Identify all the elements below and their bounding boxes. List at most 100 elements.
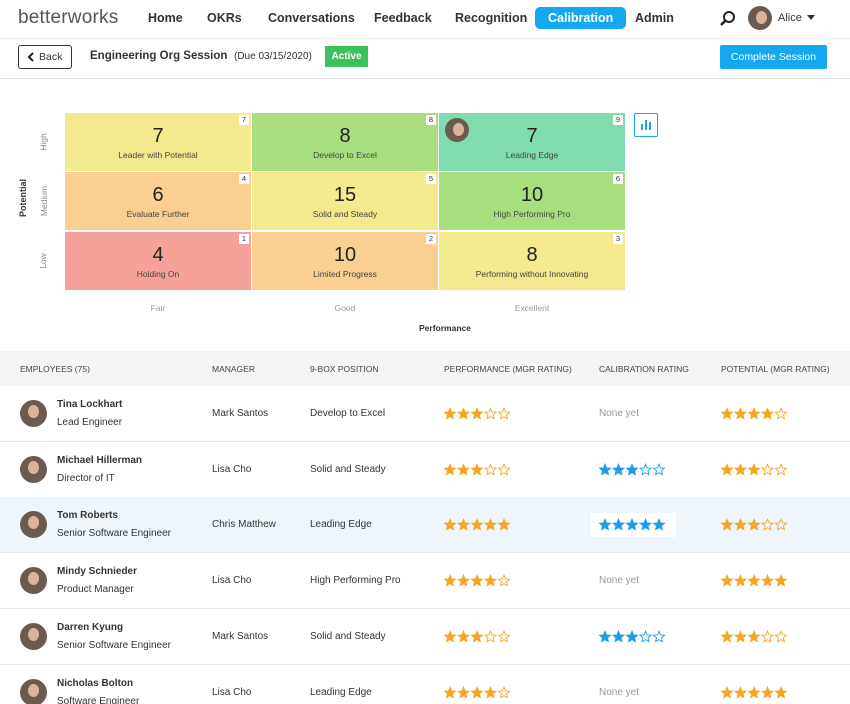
user-name[interactable]: Alice xyxy=(778,12,802,24)
column-header: PERFORMANCE (MGR RATING) xyxy=(444,364,572,374)
star-filled xyxy=(760,407,775,420)
star-filled xyxy=(721,685,734,699)
star-rating xyxy=(599,629,666,643)
star-filled xyxy=(497,518,511,532)
column-label: Excellent xyxy=(514,303,550,313)
table-row[interactable] xyxy=(0,441,850,498)
star-empty xyxy=(760,629,775,643)
star-filled xyxy=(774,574,788,587)
star-empty xyxy=(652,462,666,476)
grid-cell[interactable]: 10 Limited Progress 2 xyxy=(252,232,438,290)
search-icon[interactable] xyxy=(719,10,737,28)
table-row[interactable] xyxy=(0,664,850,704)
employee-avatar xyxy=(20,511,47,539)
star-rating xyxy=(721,462,788,476)
star-filled xyxy=(483,574,498,587)
star-filled xyxy=(611,629,626,643)
star-filled xyxy=(733,574,748,587)
star-filled xyxy=(444,685,457,699)
nav-item[interactable]: Recognition xyxy=(455,11,528,25)
caret[interactable] xyxy=(807,15,815,21)
star-empty xyxy=(638,629,653,643)
star-empty xyxy=(760,518,775,532)
row-label: High xyxy=(38,133,49,151)
star-empty xyxy=(760,462,775,476)
row-label: Low xyxy=(37,253,48,269)
star-rating xyxy=(721,574,788,587)
cell-count: 10 xyxy=(520,184,544,206)
grid-cell[interactable]: 15 Solid and Steady 5 xyxy=(252,172,438,230)
star-rating xyxy=(444,629,511,643)
star-filled xyxy=(721,407,734,420)
star-filled xyxy=(456,462,471,476)
grid-cell[interactable]: 7 Leading Edge 9 xyxy=(439,113,625,171)
star-filled xyxy=(470,407,484,420)
star-empty xyxy=(497,574,511,587)
star-filled xyxy=(483,518,498,532)
nav-item[interactable]: OKRs xyxy=(207,11,242,25)
nav-item[interactable]: Conversations xyxy=(268,11,355,25)
star-filled xyxy=(456,574,471,587)
column-header: 9-BOX POSITION xyxy=(310,364,379,374)
nav-item[interactable]: Home xyxy=(148,11,183,25)
calibration-none: None yet xyxy=(599,575,640,587)
star-rating xyxy=(444,518,511,532)
star-filled xyxy=(470,462,484,476)
nav-item-active[interactable]: Calibration xyxy=(535,7,627,29)
back-button[interactable]: Back xyxy=(18,45,72,69)
employee-avatar xyxy=(20,622,47,650)
star-rating xyxy=(444,685,511,699)
box-position: High Performing Pro xyxy=(310,575,401,587)
column-header: CALIBRATION RATING xyxy=(599,364,689,374)
employee-name: Mindy Schnieder xyxy=(57,566,138,578)
employee-title: Product Manager xyxy=(57,584,134,596)
star-empty xyxy=(774,518,788,532)
chart-toggle[interactable] xyxy=(634,113,658,137)
employee-name: Michael Hillerman xyxy=(57,454,143,466)
grid-cell[interactable]: 8 Develop to Excel 8 xyxy=(252,113,438,171)
table-row[interactable] xyxy=(0,608,850,665)
star-filled xyxy=(470,629,484,643)
user-avatar[interactable] xyxy=(748,6,772,30)
cell-count: 4 xyxy=(152,244,164,266)
star-filled xyxy=(611,518,626,532)
star-rating xyxy=(721,629,788,643)
star-filled xyxy=(444,574,457,587)
star-rating xyxy=(599,518,666,532)
session-due: (Due 03/15/2020) xyxy=(234,51,312,62)
star-empty xyxy=(497,462,511,476)
star-filled xyxy=(733,685,748,699)
table-row[interactable] xyxy=(0,553,850,610)
grid-cell[interactable]: 8 Performing without Innovating 3 xyxy=(439,232,625,290)
manager: Lisa Cho xyxy=(212,575,252,587)
grid-cell[interactable]: 6 Evaluate Further 4 xyxy=(65,172,251,230)
star-filled xyxy=(599,462,612,476)
grid-cell[interactable]: 7 Leader with Potential 7 xyxy=(65,113,251,171)
employee-avatar xyxy=(20,455,47,483)
complete-button[interactable]: Complete Session xyxy=(720,45,827,69)
cell-box-number: 8 xyxy=(425,115,436,125)
cell-label: Leader with Potential xyxy=(118,150,198,160)
star-empty xyxy=(652,629,666,643)
grid-cell[interactable]: 4 Holding On 1 xyxy=(65,232,251,290)
star-filled xyxy=(444,518,457,532)
star-filled xyxy=(444,462,457,476)
star-filled xyxy=(456,629,471,643)
back-label[interactable]: Back xyxy=(39,51,63,63)
table-row[interactable] xyxy=(0,497,850,554)
star-rating xyxy=(721,685,788,699)
nav-item[interactable]: Admin xyxy=(635,11,674,25)
cell-count: 8 xyxy=(526,244,538,266)
logo[interactable]: betterworks xyxy=(18,7,119,28)
cell-count: 7 xyxy=(526,125,538,147)
cell-box-number: 9 xyxy=(612,115,623,125)
cell-label: Performing without Innovating xyxy=(475,269,589,279)
cell-label: Evaluate Further xyxy=(126,209,190,219)
nav-item[interactable]: Feedback xyxy=(374,11,432,25)
grid-cell[interactable]: 10 High Performing Pro 6 xyxy=(439,172,625,230)
back-arrow xyxy=(27,52,34,62)
star-empty xyxy=(483,462,498,476)
column-header: POTENTIAL (MGR RATING) xyxy=(721,364,830,374)
table-row[interactable] xyxy=(0,386,850,442)
